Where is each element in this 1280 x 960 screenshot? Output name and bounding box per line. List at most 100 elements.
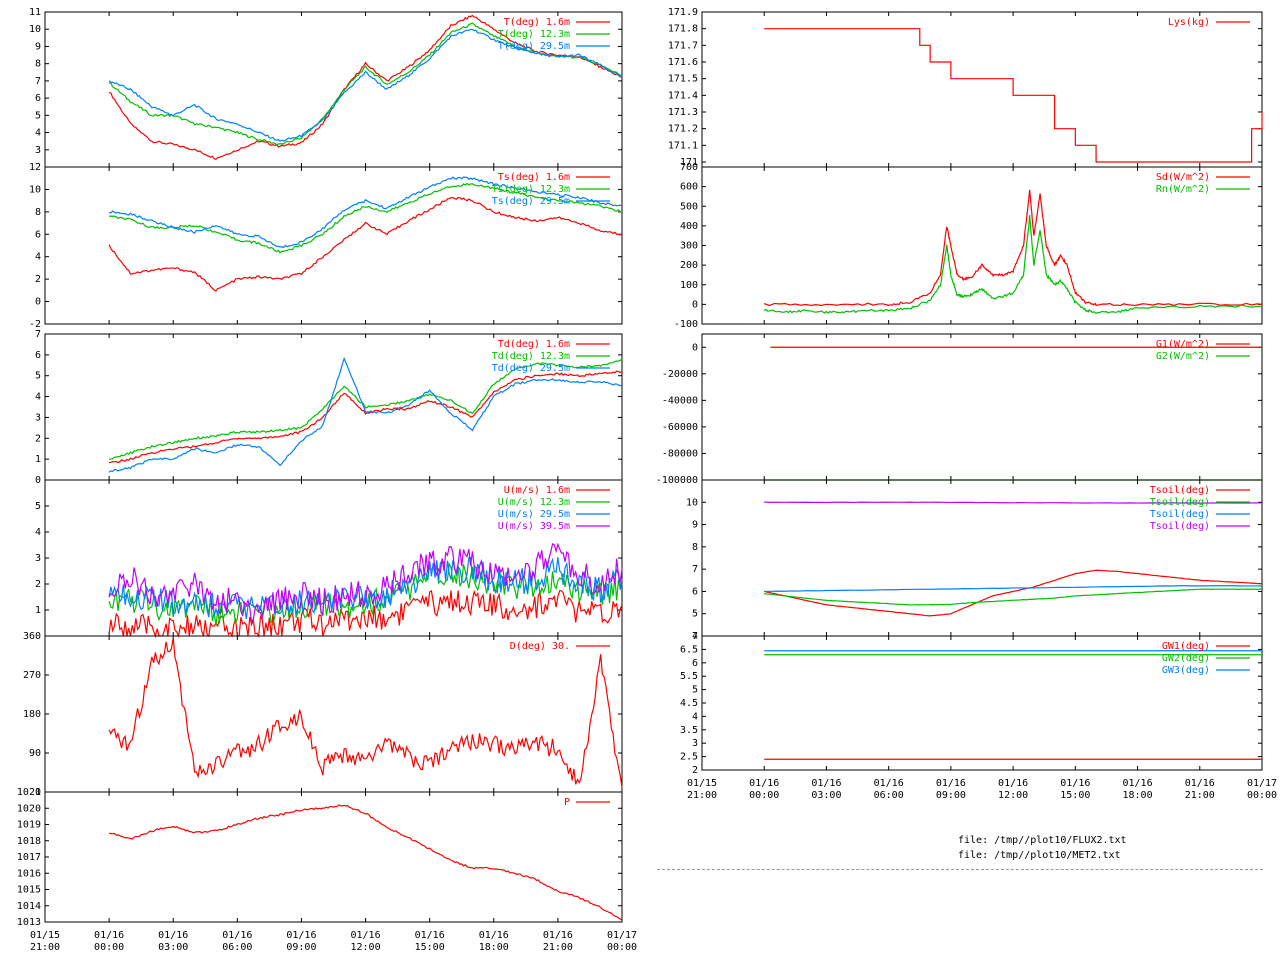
footer-file-flux: file: /tmp//plot10/FLUX2.txt (958, 835, 1127, 846)
y-tick-label: 6 (692, 586, 698, 597)
y-tick-label: 5.5 (680, 671, 698, 682)
y-tick-label: 7 (35, 76, 41, 87)
y-tick-label: 6 (35, 93, 41, 104)
y-tick-label: 4.5 (680, 698, 698, 709)
x-tick-label-date: 01/15 (687, 778, 717, 789)
x-tick-label-time: 12:00 (351, 942, 381, 953)
y-tick-label: 12 (29, 162, 41, 173)
panel-lys: 171 171.1 171.2 171.3 171.4 171.5 171.6 171.7 17… (668, 7, 1263, 168)
y-tick-label: 200 (680, 260, 698, 271)
y-tick-label: 180 (23, 709, 41, 720)
y-tick-label: 300 (680, 241, 698, 252)
y-tick-label: -80000 (662, 448, 698, 459)
y-tick-label: 9 (35, 41, 41, 52)
series-line-td-2 (108, 356, 623, 473)
x-tick-label-time: 03:00 (158, 942, 188, 953)
y-tick-label: 1 (35, 605, 41, 616)
x-tick-label-time: 15:00 (1060, 790, 1090, 801)
legend-label: U(m/s) 29.5m (498, 509, 570, 520)
x-tick-label-time: 00:00 (607, 942, 637, 953)
legend-label: Td(deg) 29.5m (492, 363, 570, 374)
footer-file-met: file: /tmp//plot10/MET2.txt (958, 850, 1121, 861)
panel-frame (44, 166, 623, 325)
y-tick-label: 2 (35, 274, 41, 285)
legend-label: GW2(deg) (1162, 653, 1210, 664)
legend-label: T(deg) 1.6m (504, 17, 570, 28)
y-tick-label: 5 (35, 110, 41, 121)
y-tick-label: 5 (692, 685, 698, 696)
x-tick-label-time: 21:00 (687, 790, 717, 801)
y-tick-label: -2 (29, 319, 41, 330)
y-tick-label: 360 (23, 631, 41, 642)
y-tick-label: 100 (680, 280, 698, 291)
y-tick-label: 10 (29, 184, 41, 195)
y-tick-label: 1020 (17, 803, 41, 814)
series-line-u-3 (108, 542, 623, 625)
legend-label: GW1(deg) (1162, 641, 1210, 652)
series-line-lys-0 (764, 28, 1263, 163)
y-tick-label: 4 (35, 128, 41, 139)
y-tick-label: 11 (29, 7, 41, 18)
y-tick-label: 0 (35, 475, 41, 486)
y-tick-label: 4 (692, 711, 698, 722)
series-line-td-0 (109, 370, 623, 464)
y-tick-label: -100000 (656, 475, 698, 486)
x-tick-label-time: 06:00 (874, 790, 904, 801)
legend-label: Ts(deg) 12.3m (492, 184, 570, 195)
x-tick-label-date: 01/16 (415, 930, 445, 941)
y-tick-label: 1016 (17, 868, 41, 879)
y-tick-label: 3 (35, 145, 41, 156)
y-tick-label: 6 (35, 350, 41, 361)
legend-label: T(deg) 29.5m (498, 41, 570, 52)
y-tick-label: 171.4 (668, 90, 698, 101)
series-line-tsoil-2 (764, 585, 1263, 593)
series-line-rad-1 (763, 215, 1263, 315)
y-tick-label: 2 (35, 433, 41, 444)
x-tick-label-time: 09:00 (936, 790, 966, 801)
y-tick-label: 7 (692, 564, 698, 575)
series-line-u-2 (108, 556, 623, 620)
legend-label: U(m/s) 39.5m (498, 521, 570, 532)
y-tick-label: 3 (692, 738, 698, 749)
y-tick-label: 8 (35, 59, 41, 70)
x-tick-label-date: 01/16 (286, 930, 316, 941)
y-tick-label: 3 (35, 412, 41, 423)
y-tick-label: 4 (35, 252, 41, 263)
legend-label: U(m/s) 12.3m (498, 497, 570, 508)
y-tick-label: 171.8 (668, 24, 698, 35)
series-line-t-0 (108, 14, 623, 161)
series-line-ts-2 (108, 176, 623, 249)
y-tick-label: 3 (35, 553, 41, 564)
series-line-ts-0 (108, 196, 623, 292)
series-line-u-1 (108, 561, 623, 626)
y-tick-label: 0 (35, 297, 41, 308)
y-tick-label: 5 (35, 501, 41, 512)
y-tick-label: 6.5 (680, 644, 698, 655)
y-tick-label: -60000 (662, 422, 698, 433)
series-line-td-1 (109, 358, 623, 460)
y-tick-label: 0 (692, 299, 698, 310)
y-tick-label: 3.5 (680, 725, 698, 736)
y-tick-label: 6 (35, 229, 41, 240)
panel-u: 1 2 3 4 5 U(m/s) 1.6mU(m/s) 12.3mU(m/s) 29.5m… (35, 479, 623, 639)
y-tick-label: 4 (692, 631, 698, 642)
legend-label: Rn(W/m^2) (1156, 184, 1210, 195)
y-tick-label: 700 (680, 162, 698, 173)
x-tick-label-time: 06:00 (222, 942, 252, 953)
panel-g: -100000 -80000 -60000 -40000 -20000 0 G1(W/m^2… (656, 333, 1263, 486)
y-tick-label: -40000 (662, 395, 698, 406)
panel-gw: 2 2.5 3 3.5 4 4.5 5 5.5 6 6.5 7 GW1(deg)GW2(deg)GW3… (680, 631, 1263, 776)
y-tick-label: 1013 (17, 917, 41, 928)
x-tick-label-time: 21:00 (1185, 790, 1215, 801)
y-tick-label: 6 (692, 658, 698, 669)
y-tick-label: 171.7 (668, 40, 698, 51)
y-tick-label: 1021 (17, 787, 41, 798)
x-tick-label-time: 18:00 (479, 942, 509, 953)
y-tick-label: 171.2 (668, 124, 698, 135)
y-tick-label: 4 (35, 527, 41, 538)
x-tick-label-date: 01/17 (1247, 778, 1277, 789)
series-line-tsoil-3 (764, 501, 1263, 504)
y-tick-label: 10 (686, 497, 698, 508)
y-tick-label: 1019 (17, 820, 41, 831)
